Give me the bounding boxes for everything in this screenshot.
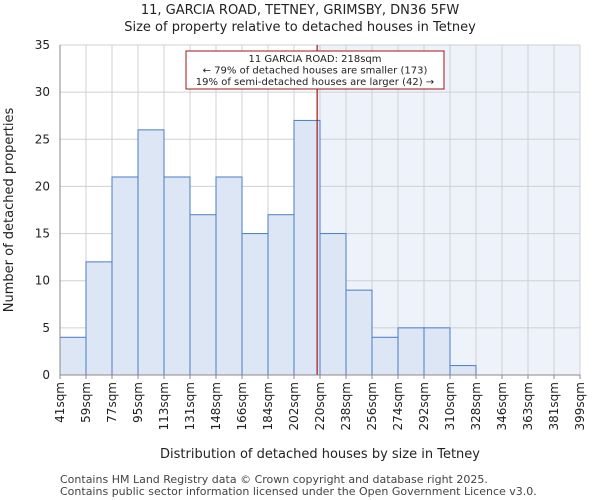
y-tick-label: 0 xyxy=(42,368,50,382)
bar xyxy=(319,233,347,376)
x-tick-label: 399sqm xyxy=(573,382,587,430)
x-tick-label: 59sqm xyxy=(79,382,93,423)
bar xyxy=(293,119,321,376)
footer-line-1: Contains HM Land Registry data © Crown c… xyxy=(60,473,488,486)
x-tick-label: 346sqm xyxy=(495,382,509,430)
bar xyxy=(59,336,87,376)
bar xyxy=(111,176,139,376)
x-tick-labels: 41sqm 59sqm 77sqm 95sqm 113sqm 131sqm 148sqm 16… xyxy=(53,375,587,430)
bar xyxy=(345,289,373,376)
annotation-box: 11 GARCIA ROAD: 218sqm ← 79% of detached… xyxy=(185,50,445,90)
bar xyxy=(241,233,269,376)
y-tick-label: 35 xyxy=(35,38,50,52)
x-tick-label: 310sqm xyxy=(443,382,457,430)
bar xyxy=(423,327,451,376)
x-tick-label: 238sqm xyxy=(339,382,353,430)
chart-title: 11, GARCIA ROAD, TETNEY, GRIMSBY, DN36 5… xyxy=(141,3,460,18)
annotation-line-1: 11 GARCIA ROAD: 218sqm xyxy=(248,54,381,65)
x-tick-label: 328sqm xyxy=(469,382,483,430)
y-tick-labels: 0 5 10 15 20 25 30 35 xyxy=(35,38,50,382)
annotation-frame xyxy=(185,50,445,90)
bar xyxy=(267,214,295,376)
x-tick-label: 274sqm xyxy=(391,382,405,430)
x-axis-label: Distribution of detached houses by size … xyxy=(160,447,480,462)
bars xyxy=(59,119,477,376)
x-tick-label: 363sqm xyxy=(521,382,535,430)
y-axis-label: Number of detached properties xyxy=(2,108,17,313)
bar xyxy=(397,327,425,376)
x-tick-label: 95sqm xyxy=(131,382,145,423)
x-tick-label: 220sqm xyxy=(313,382,327,430)
chart-subtitle: Size of property relative to detached ho… xyxy=(124,20,476,35)
x-tick-label: 41sqm xyxy=(53,382,67,423)
bar xyxy=(215,176,243,376)
bar xyxy=(85,261,113,376)
bar xyxy=(137,129,165,376)
annotation-line-2: ← 79% of detached houses are smaller (17… xyxy=(203,66,428,77)
bar xyxy=(371,336,399,376)
x-tick-label: 166sqm xyxy=(235,382,249,430)
x-tick-label: 131sqm xyxy=(183,382,197,430)
x-tick-label: 292sqm xyxy=(417,382,431,430)
annotation-line-3: 19% of semi-detached houses are larger (… xyxy=(196,77,434,88)
y-tick-label: 5 xyxy=(42,321,50,335)
x-tick-label: 148sqm xyxy=(209,382,223,430)
x-tick-label: 381sqm xyxy=(547,382,561,430)
y-tick-label: 25 xyxy=(35,132,50,146)
y-tick-label: 15 xyxy=(35,227,50,241)
x-tick-label: 256sqm xyxy=(365,382,379,430)
bar xyxy=(449,365,477,376)
x-tick-label: 77sqm xyxy=(105,382,119,423)
bar xyxy=(189,214,217,376)
y-tick-label: 30 xyxy=(35,85,50,99)
x-tick-label: 184sqm xyxy=(261,382,275,430)
y-tick-label: 10 xyxy=(35,274,50,288)
y-tick-label: 20 xyxy=(35,179,50,193)
x-tick-label: 202sqm xyxy=(287,382,301,430)
bar xyxy=(163,176,191,376)
x-tick-label: 113sqm xyxy=(157,382,171,430)
footer-line-2: Contains public sector information licen… xyxy=(60,485,537,498)
